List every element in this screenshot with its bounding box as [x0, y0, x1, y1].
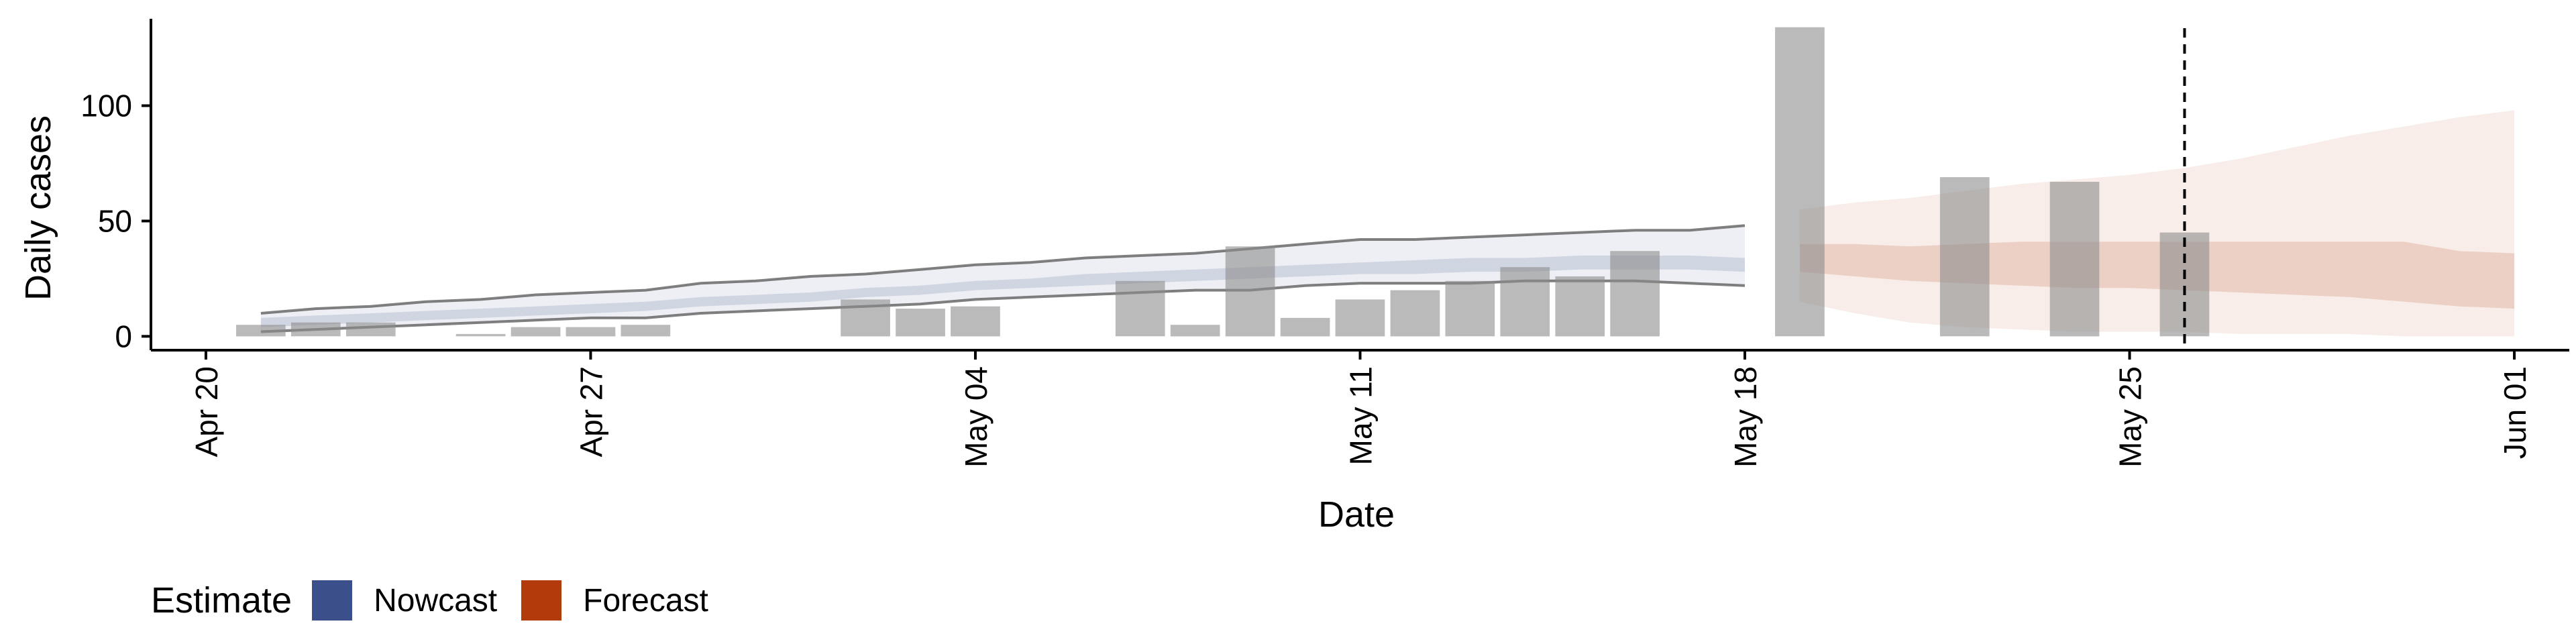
- nowcast-upper-line: [260, 224, 1746, 315]
- nowcast-lower-line: [260, 279, 1746, 333]
- bar-2020-05-11: [1335, 299, 1385, 337]
- bar-2020-04-26: [511, 327, 561, 337]
- bar-2020-05-04: [951, 306, 1000, 337]
- y-ticks: 0 50 100: [80, 89, 151, 354]
- x-tick-label-2020-06-01: Jun 01: [2498, 366, 2532, 459]
- y-axis-title: Daily cases: [18, 115, 58, 301]
- legend-swatch-forecast: [521, 580, 562, 621]
- bar-2020-05-09: [1225, 246, 1275, 337]
- bar-2020-05-10: [1280, 317, 1330, 337]
- bar-2020-05-24: [2049, 182, 2100, 337]
- y-tick-label-100: 100: [80, 89, 132, 123]
- bar-2020-05-07: [1115, 280, 1165, 337]
- bar-2020-04-27: [566, 327, 616, 337]
- bar-2020-04-22: [290, 322, 341, 337]
- observed-bars: [236, 27, 2210, 337]
- bar-2020-05-03: [896, 309, 945, 337]
- bar-2020-04-21: [236, 325, 286, 337]
- bar-2020-05-15: [1555, 276, 1605, 337]
- nowcast-inner-band: [260, 256, 1746, 327]
- x-axis-title: Date: [1318, 494, 1395, 535]
- x-tick-label-2020-05-04: May 04: [959, 366, 994, 468]
- forecast-outer-band: [1800, 110, 2515, 337]
- nowcast-outer-band: [260, 225, 1746, 332]
- bar-2020-05-13: [1445, 280, 1495, 337]
- y-tick-label-50: 50: [98, 203, 132, 238]
- x-tick-label-2020-05-18: May 18: [1728, 366, 1763, 468]
- legend-title: Estimate: [151, 580, 292, 621]
- y-tick-label-0: 0: [115, 319, 132, 354]
- bar-2020-05-08: [1170, 325, 1220, 337]
- bar-2020-05-14: [1500, 267, 1550, 337]
- legend-swatch-nowcast: [312, 580, 353, 621]
- x-ticks: Apr 20 Apr 27 May 04 May 11 May 18 May 25 Jun …: [189, 350, 2532, 468]
- bar-2020-05-19: [1775, 27, 1825, 337]
- bar-2020-04-25: [455, 333, 506, 337]
- x-tick-label-2020-05-25: May 25: [2113, 366, 2148, 468]
- legend-label-forecast: Forecast: [583, 582, 708, 619]
- bar-2020-05-12: [1390, 290, 1440, 337]
- bar-2020-04-28: [621, 325, 671, 337]
- legend-label-nowcast: Nowcast: [374, 582, 498, 619]
- legend: Estimate Nowcast Forecast: [151, 577, 733, 624]
- bar-2020-05-16: [1610, 251, 1660, 337]
- x-tick-label-2020-04-27: Apr 27: [574, 366, 609, 458]
- bar-2020-05-02: [841, 299, 890, 337]
- bar-2020-04-23: [345, 322, 396, 337]
- x-tick-label-2020-05-11: May 11: [1344, 366, 1379, 465]
- x-tick-label-2020-04-20: Apr 20: [189, 366, 224, 458]
- bar-2020-05-22: [1939, 177, 1990, 337]
